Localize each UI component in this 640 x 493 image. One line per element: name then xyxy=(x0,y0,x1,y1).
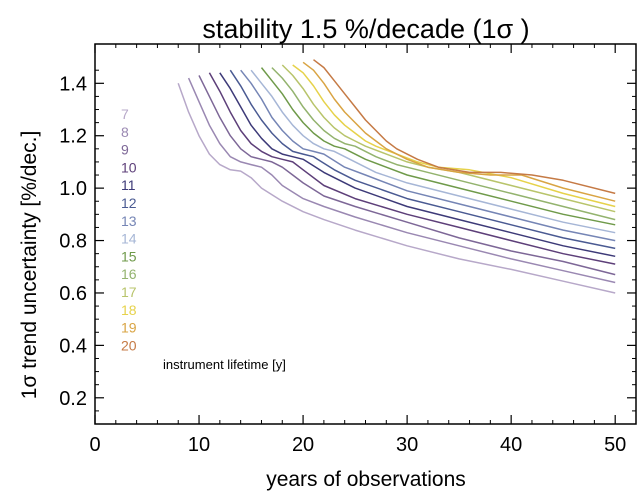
series-line-20 xyxy=(313,59,616,195)
legend-label-17: 17 xyxy=(121,284,137,300)
series-line-10 xyxy=(208,72,616,265)
legend-label-12: 12 xyxy=(121,195,137,211)
y-axis-label: 1σ trend uncertainty [%/dec.] xyxy=(18,131,41,400)
y-tick-label: 1.0 xyxy=(59,178,87,200)
legend-label-13: 13 xyxy=(121,213,137,229)
legend-label-16: 16 xyxy=(121,266,137,282)
x-tick-label: 50 xyxy=(604,434,626,456)
y-tick-label: 1.4 xyxy=(59,73,87,95)
x-tick-label: 30 xyxy=(396,434,418,456)
series-line-8 xyxy=(187,77,616,284)
x-tick-label: 20 xyxy=(292,434,314,456)
y-tick-label: 1.2 xyxy=(59,126,87,148)
legend-label-14: 14 xyxy=(121,231,137,247)
x-tick-label: 10 xyxy=(188,434,210,456)
x-tick-label: 40 xyxy=(500,434,522,456)
y-tick-label: 0.6 xyxy=(59,283,87,305)
legend-label-11: 11 xyxy=(121,177,136,193)
legend-note: instrument lifetime [y] xyxy=(163,357,286,372)
y-tick-label: 0.8 xyxy=(59,231,87,253)
legend-label-7: 7 xyxy=(121,106,129,122)
ticks: 0 10 20 30 40 50 0.2 0.4 0.6 0.8 1.0 1.2 1.4 xyxy=(59,44,636,456)
x-axis-label: years of observations xyxy=(266,468,466,491)
series-line-9 xyxy=(198,75,616,276)
legend-label-18: 18 xyxy=(121,302,137,318)
legend-label-10: 10 xyxy=(121,159,137,175)
series-line-15 xyxy=(260,67,616,226)
series-line-13 xyxy=(240,69,616,242)
series-line-16 xyxy=(271,67,616,221)
legend-label-8: 8 xyxy=(121,124,129,140)
legend-label-19: 19 xyxy=(121,320,137,336)
series-line-11 xyxy=(219,72,616,258)
legend-label-20: 20 xyxy=(121,337,137,353)
series-line-14 xyxy=(250,69,616,234)
legend-label-15: 15 xyxy=(121,248,137,264)
y-tick-label: 0.4 xyxy=(59,335,87,357)
plot-lines xyxy=(177,59,616,294)
series-line-12 xyxy=(229,69,616,250)
chart-title: stability 1.5 %/decade (1σ ) xyxy=(202,14,529,44)
series-line-19 xyxy=(302,61,616,202)
series-line-7 xyxy=(177,83,616,294)
legend-label-9: 9 xyxy=(121,142,129,158)
y-tick-label: 0.2 xyxy=(59,388,87,410)
x-tick-label: 0 xyxy=(89,434,100,456)
series-line-18 xyxy=(292,64,616,208)
series-line-17 xyxy=(281,64,616,213)
